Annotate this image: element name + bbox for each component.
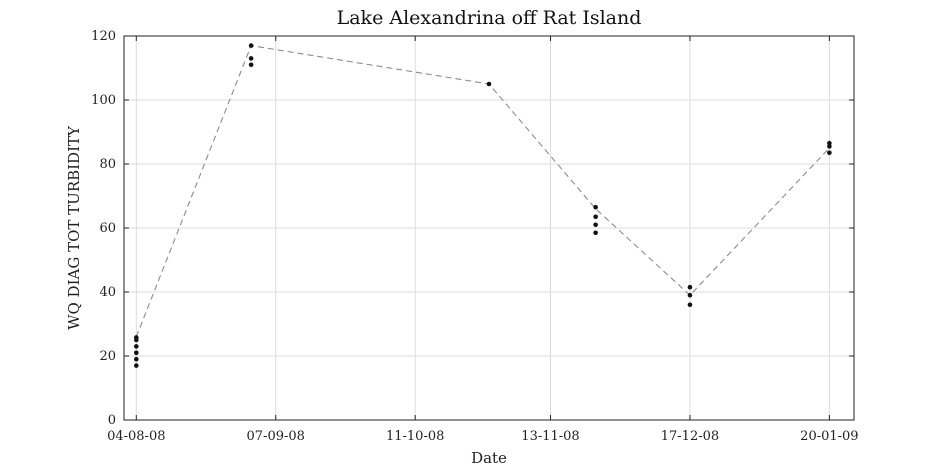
grid-lines xyxy=(124,36,854,420)
y-tick-label: 80 xyxy=(99,157,116,172)
data-point-7 xyxy=(248,56,254,61)
data-point-1 xyxy=(134,337,139,343)
data-markers xyxy=(134,43,832,368)
x-axis-title: Date xyxy=(471,449,507,467)
y-tick-label: 60 xyxy=(99,221,116,236)
y-axis-title: WQ DIAG TOT TURBIDITY xyxy=(65,125,83,330)
data-point-19 xyxy=(827,150,832,156)
data-point-2 xyxy=(134,344,139,349)
x-tick-label: 11-10-08 xyxy=(386,429,444,444)
x-tick-label: 13-11-08 xyxy=(521,429,579,444)
data-point-10 xyxy=(593,204,598,210)
data-point-17 xyxy=(827,140,832,146)
x-tick-label: 04-08-08 xyxy=(107,429,165,444)
y-tick-label: 20 xyxy=(99,349,116,364)
data-point-4 xyxy=(134,356,139,362)
data-point-15 xyxy=(687,292,693,298)
data-point-11 xyxy=(593,214,598,220)
data-point-16 xyxy=(687,302,693,308)
axis-ticks: 0 20 40 60 80 100 120 04-08-08 07-09-08 11-10-08 1… xyxy=(91,29,858,444)
data-point-5 xyxy=(134,363,139,368)
data-point-18 xyxy=(827,144,832,149)
data-point-14 xyxy=(687,284,693,290)
y-tick-label: 120 xyxy=(91,29,116,44)
x-tick-label: 20-01-09 xyxy=(800,429,858,444)
data-point-9 xyxy=(486,81,492,87)
y-tick-label: 40 xyxy=(99,285,116,300)
y-tick-label: 0 xyxy=(108,413,116,428)
chart-title: Lake Alexandrina off Rat Island xyxy=(337,7,642,29)
data-point-12 xyxy=(593,222,598,228)
data-lines xyxy=(135,44,830,338)
data-point-6 xyxy=(248,43,254,48)
y-tick-label: 100 xyxy=(91,93,116,108)
data-point-8 xyxy=(248,62,254,68)
data-point-13 xyxy=(593,230,598,236)
series-line-0 xyxy=(135,44,830,338)
x-tick-label: 17-12-08 xyxy=(661,429,719,444)
data-point-3 xyxy=(134,350,139,356)
x-tick-label: 07-09-08 xyxy=(247,429,305,444)
